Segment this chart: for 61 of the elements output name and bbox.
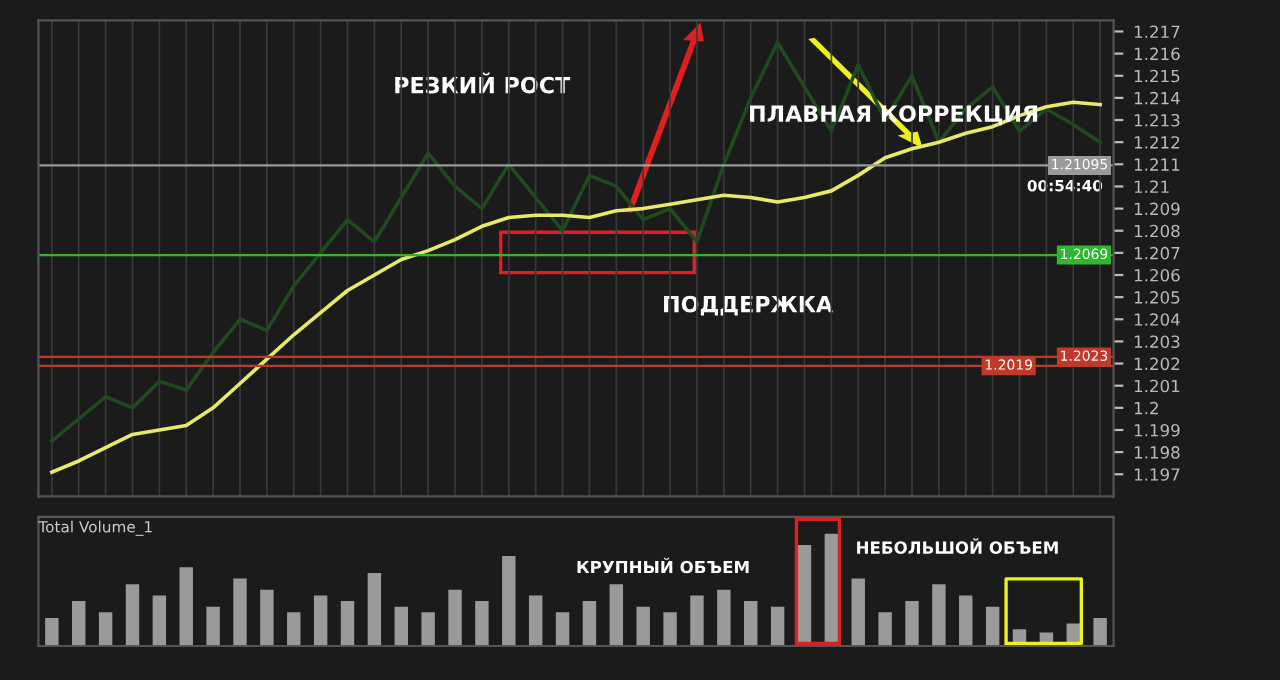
bar <box>1093 617 1107 646</box>
bar <box>582 601 597 646</box>
y-tick-label: 1.208 <box>1134 224 1180 238</box>
bar <box>45 617 59 646</box>
bar <box>448 589 462 646</box>
bar <box>717 589 731 646</box>
bar <box>824 533 839 646</box>
y-tick-label: 1.198 <box>1134 446 1180 459</box>
bar <box>233 578 247 646</box>
annotation: НЕБОЛЬШОЙ ОБЪЕМ <box>857 538 1058 554</box>
bar <box>797 544 812 646</box>
y-tick-label: 1.204 <box>1134 313 1180 326</box>
y-tick-label: 1.216 <box>1134 47 1180 61</box>
bar <box>555 612 570 646</box>
bar <box>98 612 113 646</box>
bar <box>421 612 435 646</box>
y-tick-label: 1.213 <box>1134 113 1180 127</box>
bar <box>340 601 355 646</box>
annotation: КРУПНЫЙ ОБЪЕМ <box>577 557 749 574</box>
bar <box>959 595 973 646</box>
y-tick-label: 1.211 <box>1134 158 1180 171</box>
bar <box>206 606 220 646</box>
bar <box>260 589 274 646</box>
y-tick-label: 1.206 <box>1134 268 1180 282</box>
y-tick-label: 1.209 <box>1134 202 1180 216</box>
bar <box>313 595 328 646</box>
bar <box>932 584 946 646</box>
y-tick-label: 1.197 <box>1134 468 1180 481</box>
bar <box>125 584 140 646</box>
annotation: ПОДДЕРЖКА <box>664 295 834 316</box>
y-tick-label: 1.214 <box>1134 91 1180 105</box>
y-tick-label: 1.217 <box>1134 25 1180 38</box>
bar <box>528 595 543 646</box>
bar <box>636 606 650 646</box>
bar <box>367 572 382 646</box>
bar <box>475 601 489 646</box>
bar <box>985 606 1000 646</box>
y-tick-label: 1.199 <box>1134 423 1180 437</box>
bar <box>851 578 865 646</box>
y-tick-label: 1.201 <box>1134 379 1180 393</box>
y-tick-label: 1.21 <box>1134 180 1169 193</box>
y-tick-label: 1.205 <box>1134 291 1180 304</box>
bar <box>609 584 624 646</box>
y-tick-label: 1.203 <box>1134 335 1180 348</box>
bar <box>770 606 785 646</box>
bar <box>72 601 86 646</box>
bar <box>905 601 919 646</box>
y-tick-label: 1.212 <box>1134 136 1180 149</box>
y-tick-label: 1.207 <box>1134 246 1180 260</box>
bar <box>394 606 408 646</box>
bar <box>287 612 301 646</box>
bar <box>152 595 167 646</box>
y-tick-label: 1.202 <box>1134 357 1180 371</box>
bar <box>179 567 193 646</box>
bar <box>663 612 677 646</box>
y-tick-label: 1.215 <box>1134 69 1180 83</box>
bar <box>744 601 758 646</box>
bar <box>878 612 892 646</box>
bar <box>690 595 704 646</box>
bar <box>502 556 516 646</box>
y-tick-label: 1.2 <box>1134 401 1158 415</box>
